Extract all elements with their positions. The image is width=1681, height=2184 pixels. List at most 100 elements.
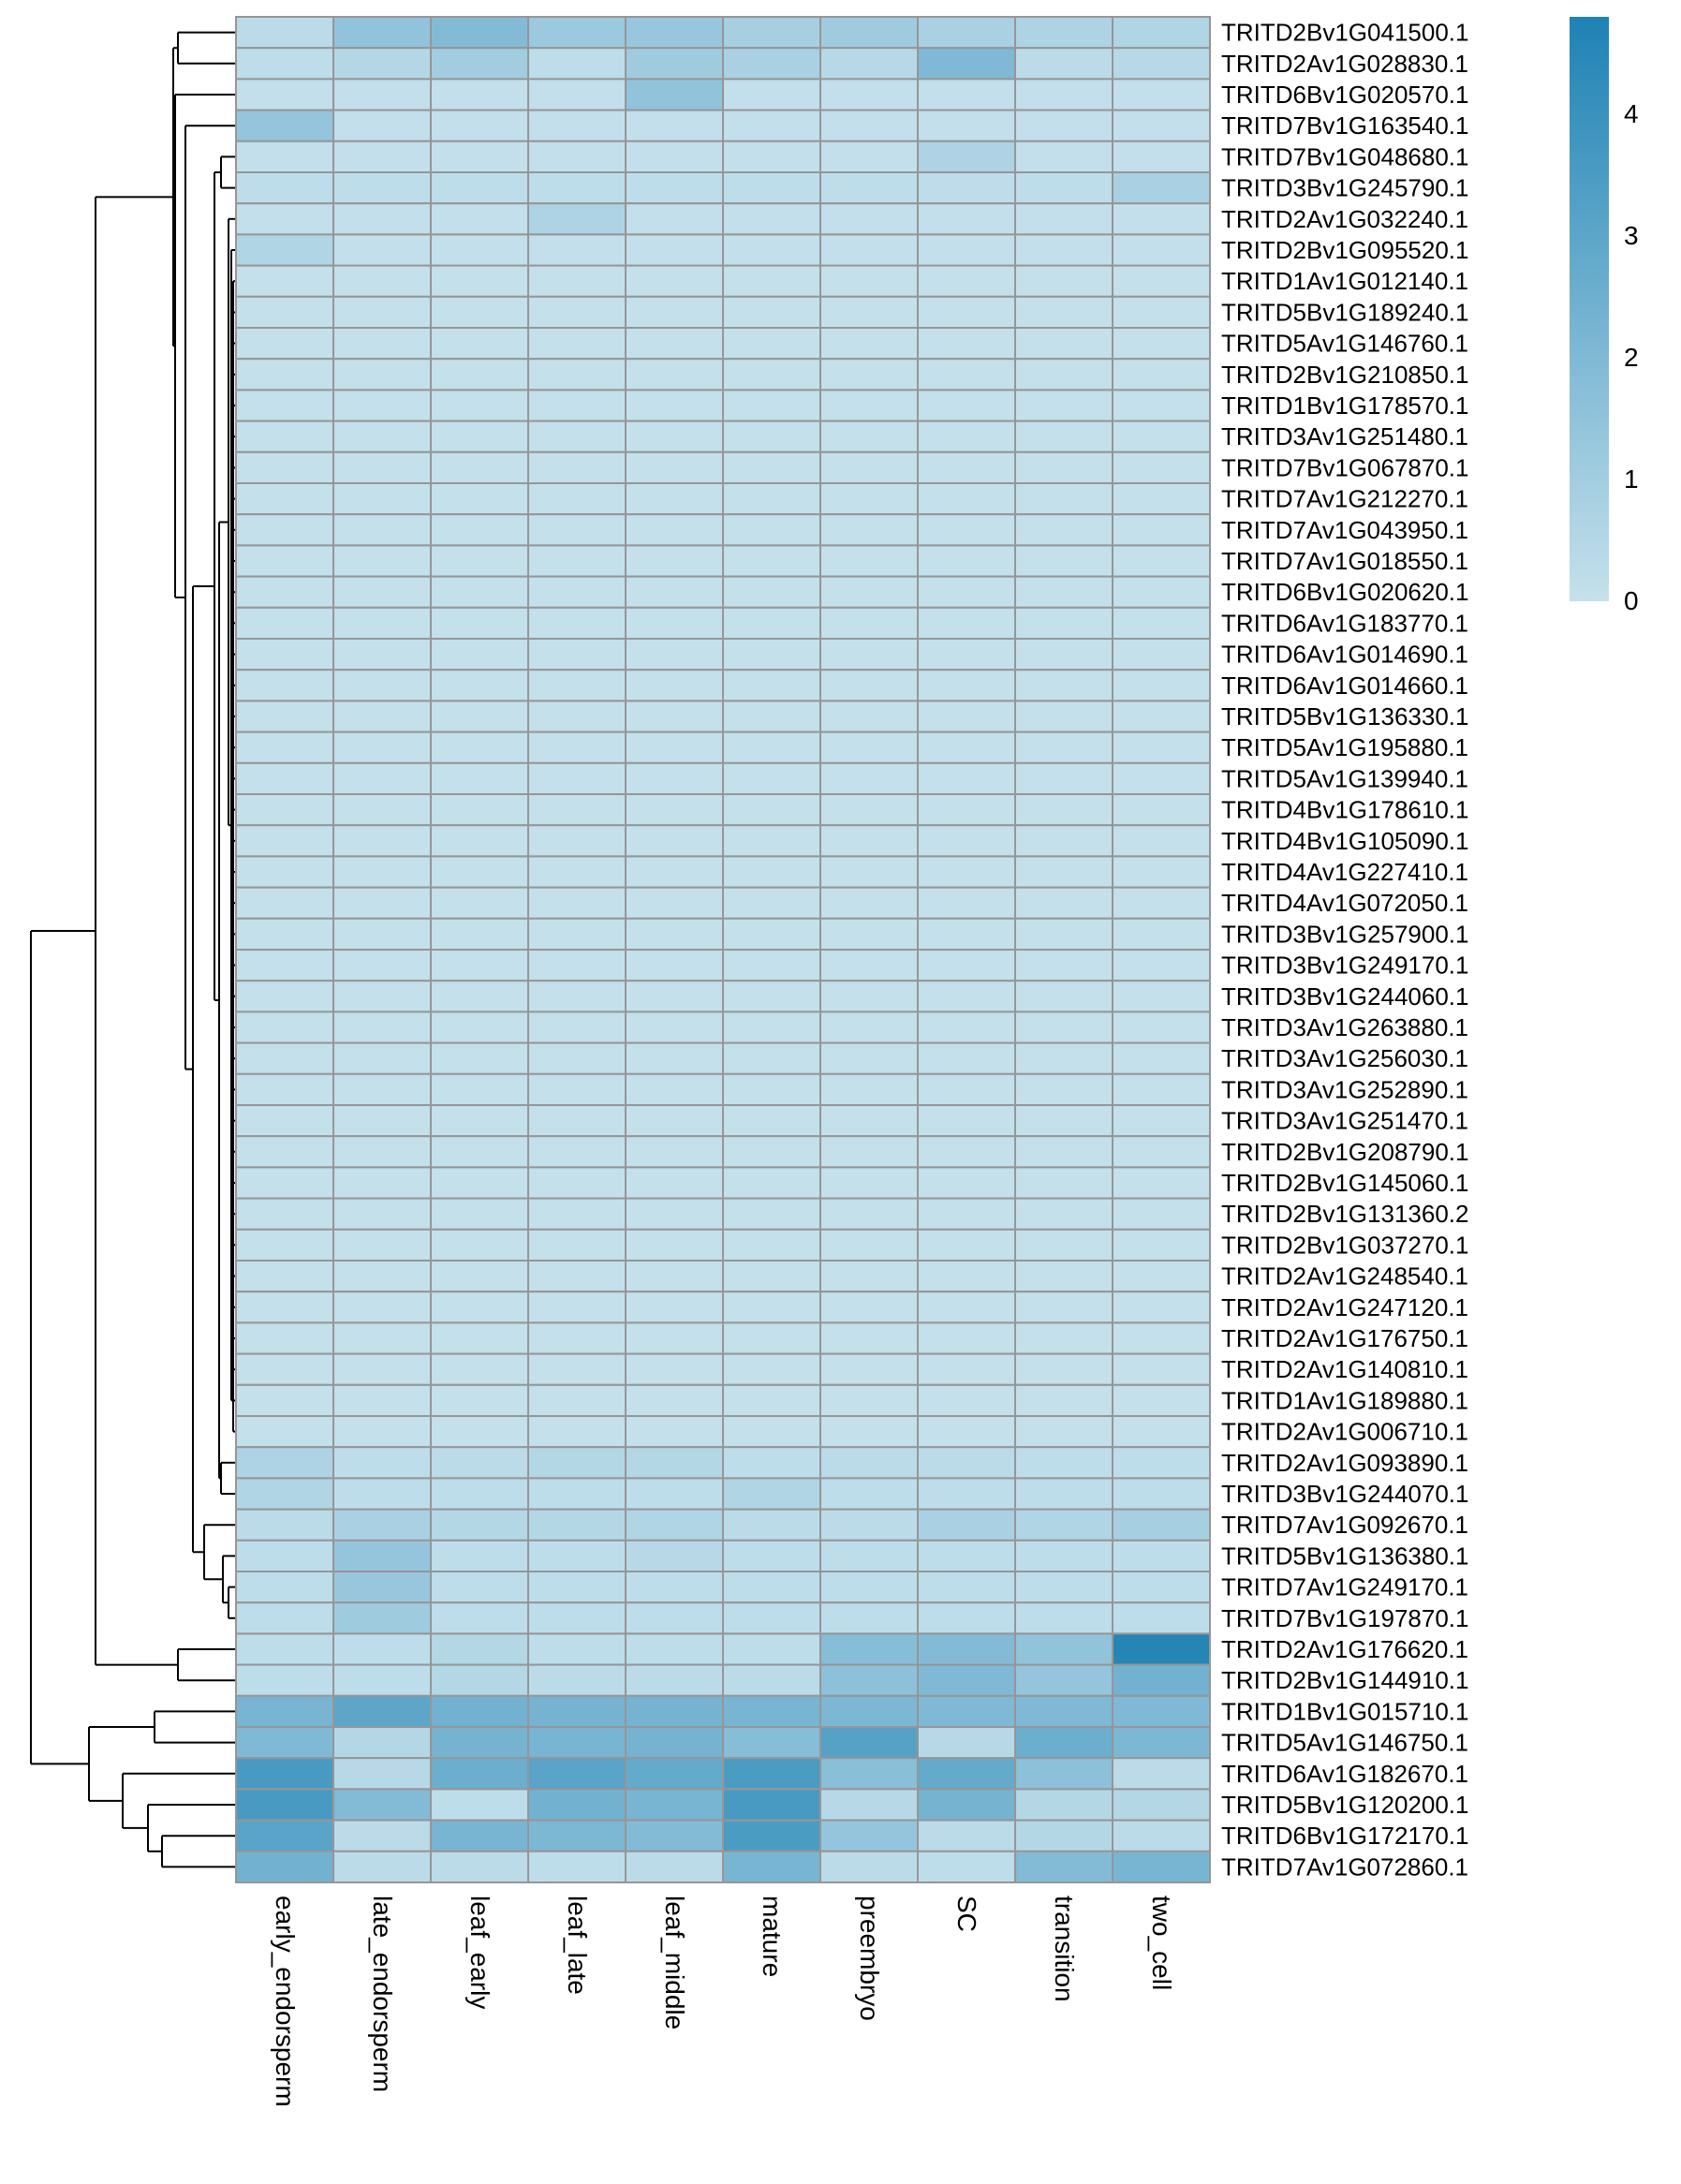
heatmap-cell xyxy=(1014,1477,1113,1511)
heatmap-cell xyxy=(1014,1446,1113,1480)
heatmap-cell xyxy=(332,78,432,111)
heatmap-cell xyxy=(1014,1166,1113,1200)
heatmap-cell xyxy=(235,1072,334,1107)
heatmap-cell xyxy=(1112,202,1211,236)
heatmap-cell xyxy=(430,1508,529,1542)
heatmap-cell xyxy=(722,700,821,733)
heatmap-cell xyxy=(235,47,334,81)
row-label: TRITD2Bv1G145060.1 xyxy=(1221,1169,1468,1197)
heatmap-cell xyxy=(332,855,432,889)
heatmap-cell xyxy=(332,1477,432,1511)
row-label: TRITD7Av1G092670.1 xyxy=(1221,1511,1468,1539)
heatmap-cell xyxy=(625,1726,724,1760)
heatmap-cell xyxy=(235,730,334,764)
heatmap-cell xyxy=(332,1041,432,1075)
heatmap-cell xyxy=(235,358,334,391)
heatmap-cell xyxy=(527,824,627,858)
row-label: TRITD6Bv1G020620.1 xyxy=(1221,578,1468,606)
heatmap-cell xyxy=(917,700,1016,733)
heatmap-cell xyxy=(332,886,432,920)
heatmap-cell xyxy=(722,1819,821,1852)
heatmap-cell xyxy=(819,264,919,298)
heatmap-cell xyxy=(819,1819,919,1852)
heatmap-cell xyxy=(819,482,919,516)
heatmap-cell xyxy=(917,1539,1016,1573)
heatmap-cell xyxy=(1112,1601,1211,1635)
heatmap-cell xyxy=(917,1197,1016,1231)
heatmap-cell xyxy=(235,109,334,142)
heatmap-cell xyxy=(1112,1291,1211,1324)
heatmap-cell xyxy=(1112,1663,1211,1697)
row-label: TRITD1Av1G189880.1 xyxy=(1221,1386,1468,1414)
heatmap-cell xyxy=(235,327,334,361)
row-label: TRITD2Bv1G210850.1 xyxy=(1221,361,1468,389)
heatmap-cell xyxy=(1014,1291,1113,1324)
heatmap-cell xyxy=(625,1260,724,1293)
heatmap-cell xyxy=(1014,1041,1113,1075)
heatmap-cell xyxy=(527,855,627,889)
heatmap-cell xyxy=(1112,1197,1211,1231)
heatmap-cell xyxy=(722,1166,821,1200)
row-label: TRITD5Bv1G136380.1 xyxy=(1221,1542,1468,1570)
row-label: TRITD5Bv1G189240.1 xyxy=(1221,298,1468,326)
heatmap-cell xyxy=(625,980,724,1013)
heatmap-cell xyxy=(917,202,1016,236)
heatmap-cell xyxy=(1014,1601,1113,1635)
heatmap-cell xyxy=(917,575,1016,609)
row-label: TRITD2Bv1G041500.1 xyxy=(1221,19,1468,47)
heatmap-cell xyxy=(1112,1726,1211,1760)
heatmap-cell xyxy=(625,1352,724,1386)
heatmap-cell xyxy=(1014,1571,1113,1604)
row-label: TRITD7Bv1G197870.1 xyxy=(1221,1604,1468,1632)
heatmap-cell xyxy=(430,171,529,205)
heatmap-cell xyxy=(430,1291,529,1324)
row-label: TRITD2Bv1G095520.1 xyxy=(1221,236,1468,264)
heatmap-cell xyxy=(917,886,1016,920)
heatmap-cell xyxy=(625,140,724,174)
row-label: TRITD1Bv1G178570.1 xyxy=(1221,391,1468,420)
heatmap-cell xyxy=(819,295,919,329)
heatmap-cell xyxy=(527,917,627,951)
heatmap-cell xyxy=(332,1383,432,1418)
heatmap-cell xyxy=(819,1072,919,1107)
heatmap-cell xyxy=(917,1632,1016,1666)
row-label: TRITD5Bv1G120200.1 xyxy=(1221,1791,1468,1819)
heatmap-cell xyxy=(625,730,724,764)
heatmap-cell xyxy=(722,544,821,578)
heatmap-cell xyxy=(1112,669,1211,702)
heatmap-cell xyxy=(235,1291,334,1324)
heatmap-cell xyxy=(527,1601,627,1635)
heatmap-cell xyxy=(235,1632,334,1666)
heatmap-cell xyxy=(332,1166,432,1200)
heatmap-cell xyxy=(1112,917,1211,951)
heatmap-cell xyxy=(722,1726,821,1760)
heatmap-cell xyxy=(625,761,724,795)
heatmap-cell xyxy=(430,793,529,827)
heatmap-cell xyxy=(819,669,919,702)
heatmap-cell xyxy=(625,575,724,609)
heatmap-cell xyxy=(625,482,724,516)
heatmap-cell xyxy=(527,1757,627,1791)
heatmap-cell xyxy=(235,1788,334,1822)
heatmap-cell xyxy=(235,1383,334,1418)
heatmap-cell xyxy=(819,638,919,671)
heatmap-cell xyxy=(1014,1104,1113,1138)
row-label: TRITD3Bv1G257900.1 xyxy=(1221,920,1468,948)
heatmap-cell xyxy=(917,1694,1016,1729)
heatmap-cell xyxy=(332,389,432,422)
heatmap-cell xyxy=(332,544,432,578)
heatmap-cell xyxy=(722,513,821,547)
heatmap-cell xyxy=(722,1104,821,1138)
heatmap-cell xyxy=(1014,1135,1113,1169)
heatmap-cell xyxy=(430,1663,529,1697)
heatmap-cell xyxy=(722,109,821,142)
heatmap-cell xyxy=(1014,482,1113,516)
heatmap-cell xyxy=(625,1694,724,1729)
row-label: TRITD7Bv1G067870.1 xyxy=(1221,453,1468,481)
heatmap-cell xyxy=(430,1197,529,1231)
row-label: TRITD4Bv1G178610.1 xyxy=(1221,796,1468,824)
heatmap-cell xyxy=(722,793,821,827)
heatmap-cell xyxy=(332,917,432,951)
heatmap-cell xyxy=(1112,389,1211,422)
heatmap-cell xyxy=(430,1757,529,1791)
